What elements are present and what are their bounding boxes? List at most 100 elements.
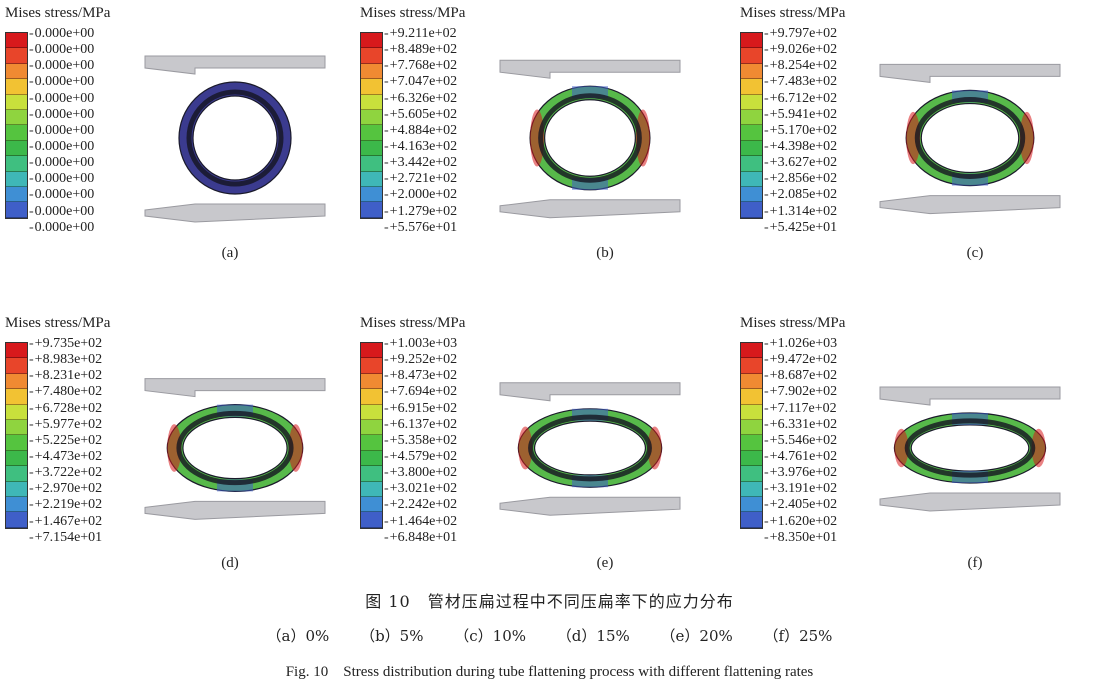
tube-inner-surface <box>176 410 294 486</box>
legend-tick-label: +2.000e+02 <box>384 187 458 203</box>
legend-tick-labels: +1.003e+03+9.252e+02+8.473e+02+7.694e+02… <box>384 336 458 546</box>
legend-colorbar <box>360 342 383 529</box>
legend-tick-label: +9.735e+02 <box>29 336 103 352</box>
high-stress-zone-right <box>288 424 303 472</box>
lower-plate <box>144 500 326 520</box>
legend-tick-label: +2.721e+02 <box>384 171 458 187</box>
high-stress-zone-left <box>906 111 921 165</box>
panel-e: Mises stress/MPa +1.003e+03+9.252e+02+8.4… <box>360 315 720 615</box>
legend-color-cell <box>741 125 762 141</box>
legend-color-cell <box>741 435 762 451</box>
legend-tick-label: +9.472e+02 <box>764 352 838 368</box>
legend-colorbar <box>5 32 28 219</box>
legend-colorbar <box>5 342 28 529</box>
tube-inner-surface <box>904 418 1036 478</box>
legend-tick-label: +9.211e+02 <box>384 26 457 42</box>
legend-color-cell <box>361 358 382 374</box>
legend-color-cell <box>361 404 382 420</box>
panel-label-e: (e) <box>596 555 614 571</box>
legend-tick-label: +9.252e+02 <box>384 352 458 368</box>
upper-plate <box>144 378 326 398</box>
legend-tick-label: 0.000e+00 <box>29 171 95 187</box>
legend-color-cell <box>741 202 762 218</box>
legend-tick-label: +5.576e+01 <box>384 220 458 236</box>
legend-color-cell <box>6 404 27 420</box>
subcaption-e: （e）20% <box>660 627 733 645</box>
legend-color-cell <box>741 358 762 374</box>
legend-tick-label: +6.137e+02 <box>384 417 458 433</box>
legend-tick-label: +7.902e+02 <box>764 384 838 400</box>
legend-tick-label: +3.191e+02 <box>764 481 838 497</box>
fem-model-svg <box>879 386 1061 512</box>
legend-tick-label: +9.797e+02 <box>764 26 838 42</box>
legend-tick-label: +4.473e+02 <box>29 449 103 465</box>
legend-tick-label: +5.941e+02 <box>764 107 838 123</box>
legend-tick-label: +6.728e+02 <box>29 401 103 417</box>
legend-color-cell <box>741 343 762 359</box>
high-stress-zone-left <box>530 109 545 167</box>
legend-color-cell <box>361 94 382 110</box>
legend-tick-label: +1.026e+03 <box>764 336 838 352</box>
legend-color-cell <box>361 389 382 405</box>
legend-tick-label: +3.442e+02 <box>384 155 458 171</box>
legend-tick-label: +5.605e+02 <box>384 107 458 123</box>
legend-color-cell <box>6 125 27 141</box>
legend-tick-label: +8.254e+02 <box>764 58 838 74</box>
legend-color-cell <box>361 481 382 497</box>
legend-color-cell <box>361 435 382 451</box>
legend-color-cell <box>6 109 27 126</box>
legend-tick-label: +7.694e+02 <box>384 384 458 400</box>
legend-tick-label: 0.000e+00 <box>29 123 95 139</box>
panel-label-b: (b) <box>596 245 614 261</box>
legend-color-cell <box>741 171 762 187</box>
legend-color-cell <box>361 140 382 157</box>
legend-tick-label: +6.915e+02 <box>384 401 458 417</box>
legend-color-cell <box>741 156 762 172</box>
legend-tick-label: +5.358e+02 <box>384 433 458 449</box>
legend-color-cell <box>6 140 27 157</box>
legend-tick-label: +9.026e+02 <box>764 42 838 58</box>
legend-tick-labels: +9.797e+02+9.026e+02+8.254e+02+7.483e+02… <box>764 26 838 236</box>
panel-f: Mises stress/MPa +1.026e+03+9.472e+02+8.6… <box>740 315 1099 615</box>
legend-color-cell <box>741 481 762 497</box>
subcaption-b: （b）5% <box>360 627 424 645</box>
legend-tick-label: +2.219e+02 <box>29 497 103 513</box>
legend-tick-label: +2.405e+02 <box>764 497 838 513</box>
legend-tick-label: +1.467e+02 <box>29 514 103 530</box>
legend-tick-label: +3.021e+02 <box>384 481 458 497</box>
legend-colorbar <box>740 32 763 219</box>
panel-label-f: (f) <box>967 555 983 571</box>
legend-color-cell <box>6 512 27 528</box>
legend-tick-label: +8.489e+02 <box>384 42 458 58</box>
legend-tick-label: +3.627e+02 <box>764 155 838 171</box>
legend-tick-label: +1.314e+02 <box>764 204 838 220</box>
legend-tick-label: +3.976e+02 <box>764 465 838 481</box>
legend-color-cell <box>741 186 762 203</box>
legend-color-cell <box>6 202 27 218</box>
legend-tick-label: 0.000e+00 <box>29 220 95 236</box>
panel-a: Mises stress/MPa0.000e+000.000e+000.000e… <box>5 5 365 305</box>
legend-color-cell <box>741 496 762 513</box>
legend-color-cell <box>361 171 382 187</box>
legend-color-cell <box>6 466 27 482</box>
legend-color-cell <box>741 94 762 110</box>
lower-plate <box>499 199 681 219</box>
legend-color-cell <box>6 186 27 203</box>
legend-color-cell <box>741 404 762 420</box>
legend-color-cell <box>741 33 762 49</box>
legend-tick-label: +1.464e+02 <box>384 514 458 530</box>
legend-colorbar <box>740 342 763 529</box>
legend-tick-label: +1.620e+02 <box>764 514 838 530</box>
legend-tick-label: 0.000e+00 <box>29 187 95 203</box>
legend-color-cell <box>741 79 762 95</box>
fem-model-view <box>870 20 1099 240</box>
legend-tick-label: 0.000e+00 <box>29 26 95 42</box>
panel-d: Mises stress/MPa +9.735e+02+8.983e+02+8.2… <box>5 315 365 615</box>
legend-color-cell <box>6 496 27 513</box>
legend-color-cell <box>741 450 762 467</box>
legend-tick-label: 0.000e+00 <box>29 107 95 123</box>
legend-color-cell <box>361 512 382 528</box>
legend-tick-label: 0.000e+00 <box>29 204 95 220</box>
high-stress-zone-left <box>518 426 533 470</box>
legend-tick-label: +6.712e+02 <box>764 91 838 107</box>
